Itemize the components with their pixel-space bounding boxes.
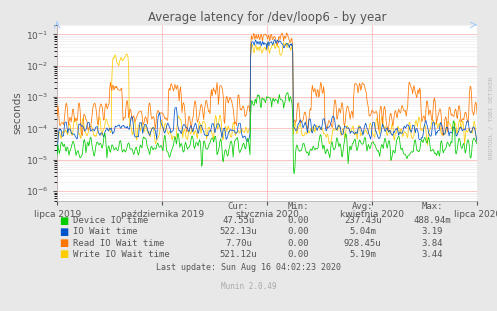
Text: 488.94m: 488.94m	[414, 216, 451, 225]
Text: 0.00: 0.00	[287, 250, 309, 259]
Text: Munin 2.0.49: Munin 2.0.49	[221, 281, 276, 290]
Text: ■: ■	[59, 227, 68, 237]
Text: 521.12u: 521.12u	[220, 250, 257, 259]
Text: Last update: Sun Aug 16 04:02:23 2020: Last update: Sun Aug 16 04:02:23 2020	[156, 262, 341, 272]
Text: 237.43u: 237.43u	[344, 216, 382, 225]
Text: Max:: Max:	[421, 202, 443, 211]
Text: IO Wait time: IO Wait time	[73, 227, 137, 236]
Text: Read IO Wait time: Read IO Wait time	[73, 239, 164, 248]
Text: 3.19: 3.19	[421, 227, 443, 236]
Text: 0.00: 0.00	[287, 227, 309, 236]
Text: RRDTOOL / TOBI OETIKER: RRDTOOL / TOBI OETIKER	[488, 77, 493, 160]
Text: ■: ■	[59, 216, 68, 226]
Text: 47.55u: 47.55u	[223, 216, 254, 225]
Text: 522.13u: 522.13u	[220, 227, 257, 236]
Text: Write IO Wait time: Write IO Wait time	[73, 250, 169, 259]
Text: 0.00: 0.00	[287, 239, 309, 248]
Text: 5.19m: 5.19m	[349, 250, 376, 259]
Text: Avg:: Avg:	[352, 202, 374, 211]
Title: Average latency for /dev/loop6 - by year: Average latency for /dev/loop6 - by year	[148, 11, 386, 24]
Text: 0.00: 0.00	[287, 216, 309, 225]
Y-axis label: seconds: seconds	[13, 91, 23, 134]
Text: ■: ■	[59, 249, 68, 259]
Text: Cur:: Cur:	[228, 202, 249, 211]
Text: ■: ■	[59, 238, 68, 248]
Text: 928.45u: 928.45u	[344, 239, 382, 248]
Text: 3.84: 3.84	[421, 239, 443, 248]
Text: 3.44: 3.44	[421, 250, 443, 259]
Text: 5.04m: 5.04m	[349, 227, 376, 236]
Text: Device IO time: Device IO time	[73, 216, 148, 225]
Text: 7.70u: 7.70u	[225, 239, 252, 248]
Text: Min:: Min:	[287, 202, 309, 211]
